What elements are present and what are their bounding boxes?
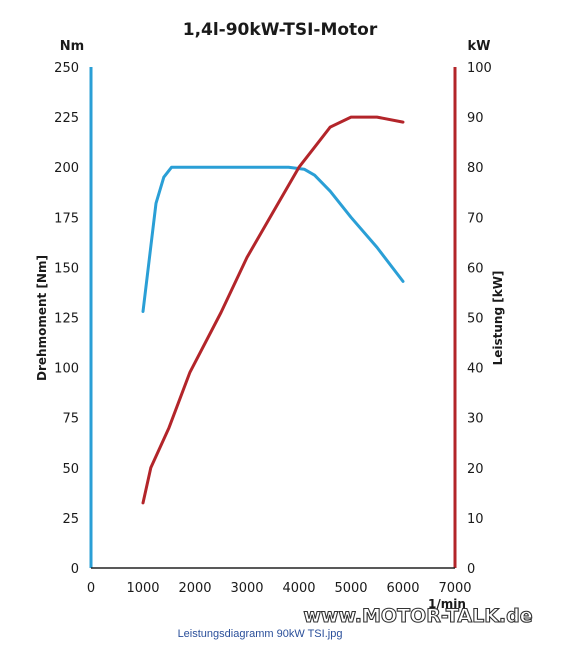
x-tick-label: 5000 <box>334 581 367 596</box>
right-tick-label: 40 <box>467 362 484 377</box>
left-tick-label: 50 <box>62 462 79 477</box>
left-tick-label: 200 <box>54 161 79 176</box>
left-tick-label: 75 <box>62 412 79 427</box>
series-layer <box>141 115 405 505</box>
x-tick-label: 4000 <box>282 581 315 596</box>
x-tick-label: 2000 <box>178 581 211 596</box>
right-tick-label: 70 <box>467 211 484 226</box>
x-tick-label: 7000 <box>438 581 471 596</box>
x-axis-unit: 1/min <box>428 597 466 611</box>
right-tick-label: 0 <box>467 562 475 577</box>
left-tick-label: 100 <box>54 362 79 377</box>
power-curve-line <box>141 115 405 505</box>
right-tick-label: 10 <box>467 512 484 527</box>
right-axis-unit: kW <box>468 39 491 54</box>
left-tick-label: 125 <box>54 312 79 327</box>
right-tick-label: 80 <box>467 161 484 176</box>
x-tick-label: 0 <box>87 581 95 596</box>
right-tick-label: 20 <box>467 462 484 477</box>
left-axis-label: Drehmoment [Nm] <box>35 255 49 381</box>
left-tick-label: 225 <box>54 111 79 126</box>
left-tick-labels: 0 25 50 75 100 125 150 175 200 225 250 <box>54 61 79 577</box>
x-tick-labels: 0 1000 2000 3000 4000 5000 6000 7000 <box>87 581 472 596</box>
right-tick-label: 60 <box>467 261 484 276</box>
right-tick-label: 30 <box>467 412 484 427</box>
chart-title: 1,4l-90kW-TSI-Motor <box>183 20 378 40</box>
right-tick-labels: 0 10 20 30 40 50 60 70 80 90 100 <box>467 61 492 577</box>
right-axis-label: Leistung [kW] <box>491 271 505 366</box>
left-tick-label: 150 <box>54 261 79 276</box>
x-tick-label: 6000 <box>386 581 419 596</box>
left-axis-unit: Nm <box>60 39 84 54</box>
image-caption: Leistungsdiagramm 90kW TSI.jpg <box>177 628 343 640</box>
right-tick-label: 90 <box>467 111 484 126</box>
torque-curve-line <box>141 165 405 313</box>
right-tick-label: 50 <box>467 312 484 327</box>
left-tick-label: 0 <box>71 562 79 577</box>
watermark-logo: www.MOTOR-TALK.de <box>303 605 532 627</box>
right-tick-label: 100 <box>467 61 492 76</box>
x-tick-label: 3000 <box>230 581 263 596</box>
left-tick-label: 175 <box>54 211 79 226</box>
left-tick-label: 25 <box>62 512 79 527</box>
left-tick-label: 250 <box>54 61 79 76</box>
x-tick-label: 1000 <box>126 581 159 596</box>
